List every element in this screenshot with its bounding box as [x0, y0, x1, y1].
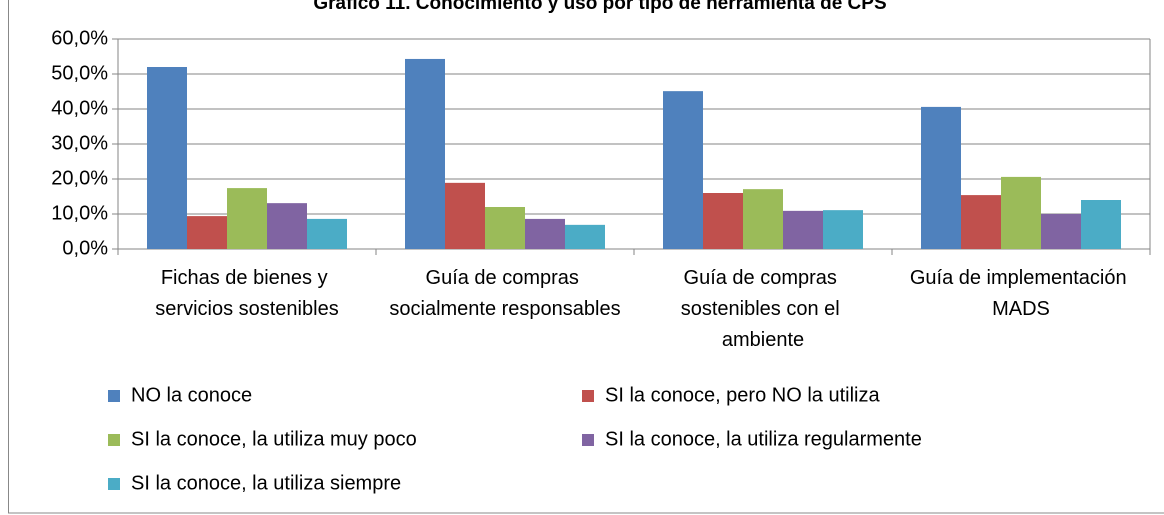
bar — [1041, 214, 1081, 249]
y-tick-label: 10,0% — [51, 202, 108, 224]
bar — [663, 91, 703, 250]
bar — [227, 188, 267, 249]
y-tick-label: 30,0% — [51, 132, 108, 154]
legend-swatch — [108, 478, 120, 490]
bar — [307, 218, 347, 249]
bar — [783, 210, 823, 249]
bar — [961, 195, 1001, 249]
legend-label: SI la conoce, pero NO la utiliza — [605, 384, 880, 406]
x-tick-label: Fichas de bienes y servicios sostenibles — [155, 267, 338, 320]
y-tick-label: 0,0% — [62, 237, 108, 259]
bar — [485, 207, 525, 249]
bar — [267, 203, 307, 249]
x-tick-label: Guía de compras socialmente responsables — [389, 267, 620, 320]
legend-swatch — [582, 390, 594, 402]
x-tick-label: Guía de compras sostenibles con el ambie… — [681, 267, 846, 351]
y-tick-label: 60,0% — [51, 27, 108, 49]
x-tick-label: Guía de implementación MADS — [910, 267, 1132, 320]
bar — [703, 193, 743, 249]
bar — [445, 182, 485, 249]
bar — [187, 216, 227, 249]
bar — [1081, 200, 1121, 249]
y-tick-label: 20,0% — [51, 167, 108, 189]
chart-border — [8, 0, 1164, 514]
legend-swatch — [108, 390, 120, 402]
bar — [921, 106, 961, 250]
bar — [1001, 176, 1041, 249]
chart-title: Gráfico 11. Conocimiento y uso por tipo … — [313, 0, 886, 14]
bar — [823, 210, 863, 249]
bar — [525, 218, 565, 249]
bar — [565, 224, 605, 249]
bar — [743, 189, 783, 249]
legend-label: SI la conoce, la utiliza regularmente — [605, 428, 922, 450]
legend-label: SI la conoce, la utiliza muy poco — [131, 428, 417, 450]
y-tick-label: 40,0% — [51, 97, 108, 119]
bar — [405, 58, 445, 250]
y-tick-label: 50,0% — [51, 62, 108, 84]
bar — [147, 67, 187, 249]
legend-label: NO la conoce — [131, 384, 252, 406]
legend-swatch — [582, 434, 594, 446]
legend-label: SI la conoce, la utiliza siempre — [131, 472, 401, 494]
legend-swatch — [108, 434, 120, 446]
